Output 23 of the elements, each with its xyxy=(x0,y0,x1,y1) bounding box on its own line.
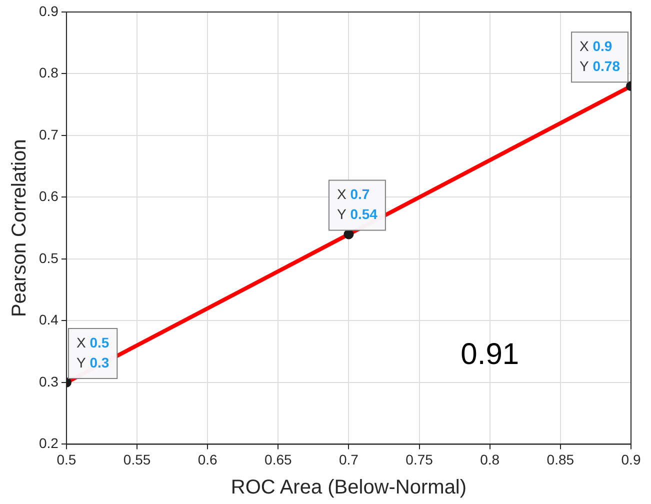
x-tick-label: 0.55 xyxy=(123,451,151,468)
y-axis-title: Pearson Correlation xyxy=(8,139,31,318)
x-axis-title: ROC Area (Below-Normal) xyxy=(230,476,467,499)
x-tick-label: 0.9 xyxy=(621,451,641,468)
annotation: X 0.9 Y 0.78 xyxy=(580,38,620,74)
y-tick-label: 0.8 xyxy=(38,64,59,81)
x-tick-label: 0.75 xyxy=(406,451,434,468)
y-tick-label: 0.5 xyxy=(38,250,59,266)
annotation: X 0.7 Y 0.54 xyxy=(336,186,378,222)
annotation: 0.91 xyxy=(460,338,520,371)
y-tick-label: 0.6 xyxy=(38,188,59,204)
x-tick-label: 0.5 xyxy=(56,451,76,468)
x-tick-label: 0.8 xyxy=(480,451,500,468)
x-tick-label: 0.7 xyxy=(338,451,359,468)
y-tick-label: 0.7 xyxy=(38,126,59,142)
annotation: X 0.5 Y 0.3 xyxy=(76,334,110,370)
x-tick-label: 0.6 xyxy=(198,451,218,468)
y-tick-label: 0.3 xyxy=(38,373,59,390)
y-tick-label: 0.2 xyxy=(38,435,59,452)
x-tick-label: 0.65 xyxy=(264,451,292,468)
y-tick-label: 0.4 xyxy=(38,312,59,328)
y-tick-label: 0.9 xyxy=(38,2,59,19)
x-tick-label: 0.85 xyxy=(546,451,574,468)
